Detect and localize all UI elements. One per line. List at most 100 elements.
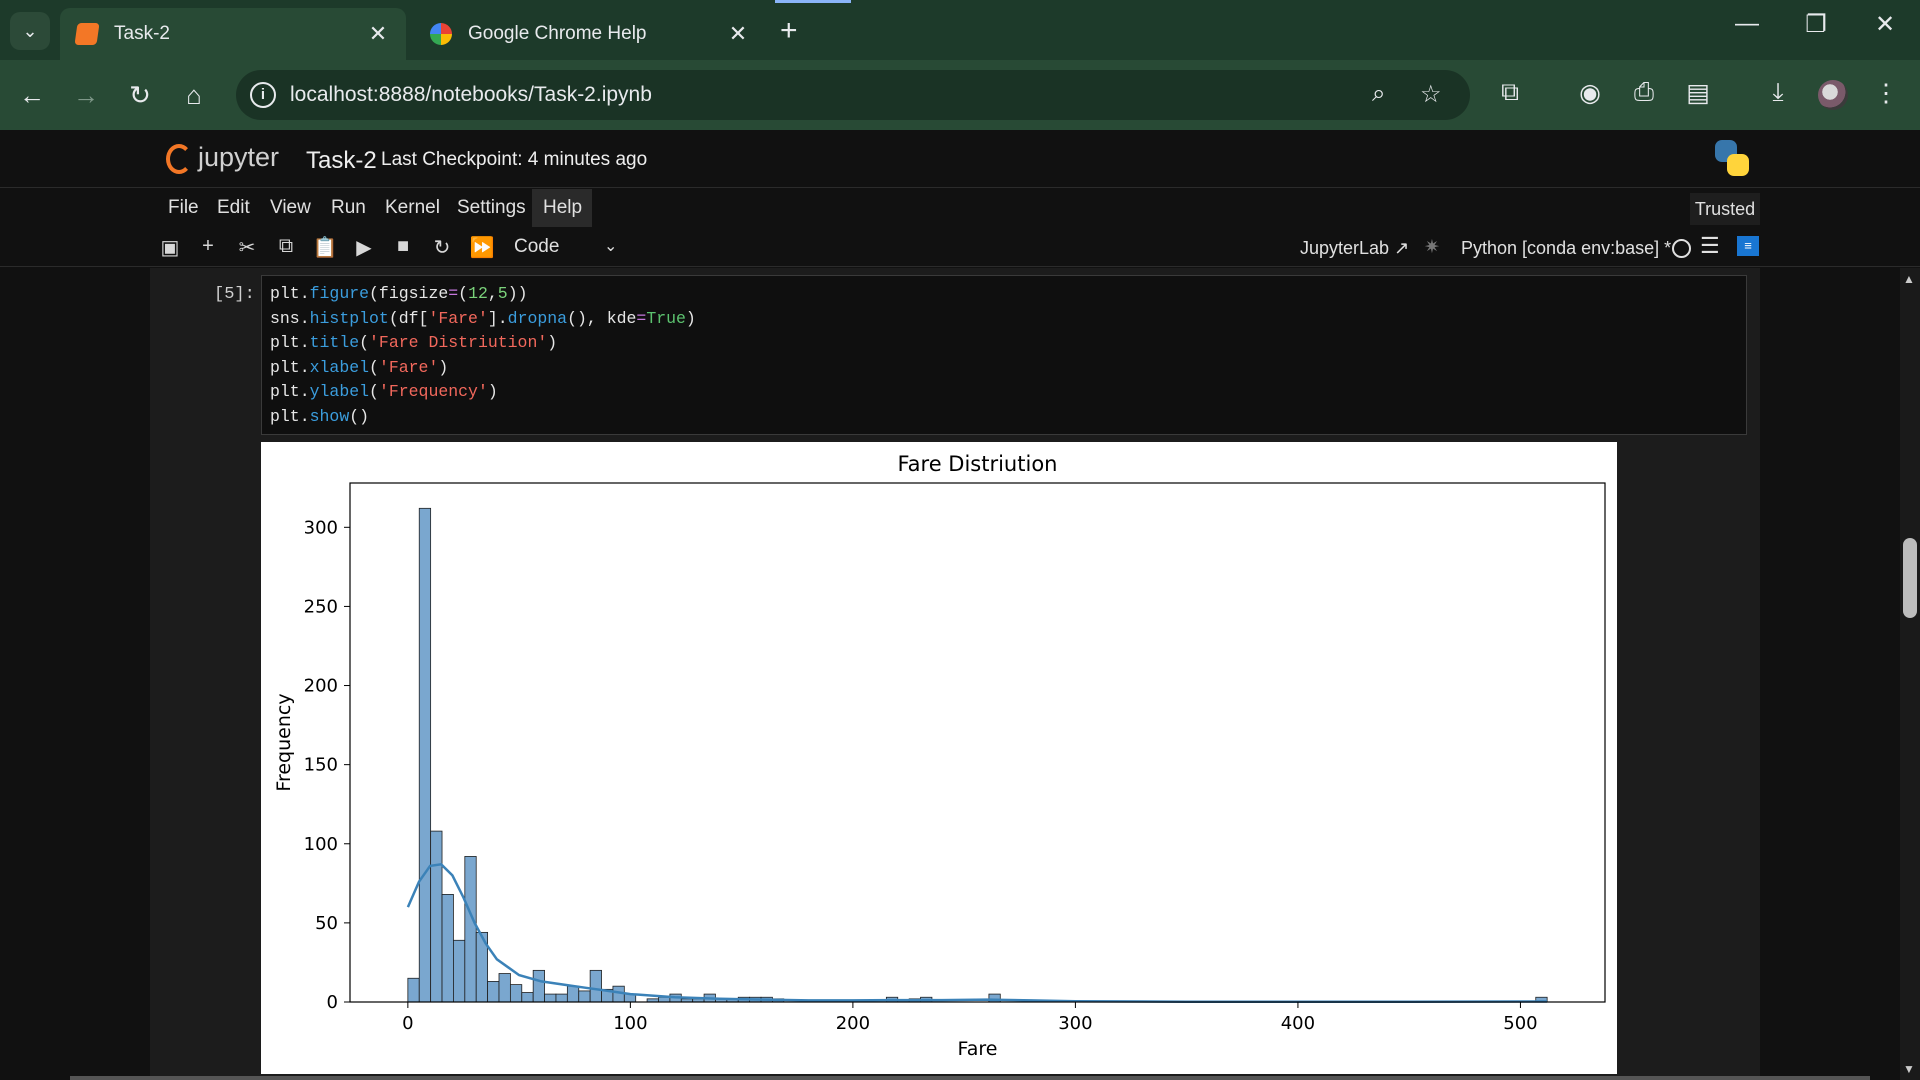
paste-icon[interactable]: 📋 [312,237,338,259]
url-text[interactable]: localhost:8888/notebooks/Task-2.ipynb [290,83,652,106]
notebook-icon [74,23,100,45]
scroll-down-icon[interactable]: ▼ [1903,1062,1915,1076]
jupyter-logo-text[interactable]: jupyter [198,142,280,172]
kernel-name[interactable]: Python [conda env:base] * [1461,238,1672,258]
minimize-icon[interactable]: — [1735,10,1759,37]
histogram-bar [532,969,545,1003]
scroll-up-icon[interactable]: ▲ [1903,272,1915,286]
histogram-bar [509,984,523,1003]
restart-icon[interactable]: ↻ [433,237,451,259]
reading-mode-icon[interactable]: ▤ [1686,79,1710,107]
x-tick-label: 500 [1503,1013,1537,1034]
close-icon[interactable]: ✕ [368,21,388,46]
menu-run[interactable]: Run [331,197,366,218]
save-icon[interactable]: ▣ [160,237,180,259]
forward-icon[interactable]: → [73,80,99,110]
address-bar[interactable]: i localhost:8888/notebooks/Task-2.ipynb … [236,70,1470,120]
menu-kebab-icon[interactable]: ⋮ [1873,79,1899,107]
y-tick-label: 150 [304,755,338,776]
code-line[interactable]: plt.xlabel('Fare') [270,357,449,377]
tab-task-2[interactable]: Task-2 ✕ [60,8,406,60]
histogram-bar [578,990,591,1003]
stop-icon[interactable]: ■ [396,235,410,257]
tab-chrome-help[interactable]: Google Chrome Help ✕ [414,8,766,60]
external-link-icon: ↗ [1394,238,1410,258]
x-tick-label: 400 [1281,1013,1315,1034]
download-icon[interactable]: ⤓ [1772,78,1784,106]
back-icon[interactable]: ← [19,80,45,110]
checkpoint-status: Last Checkpoint: 4 minutes ago [381,149,648,170]
histogram-bar [555,993,568,1003]
menu-help[interactable]: Help [543,197,583,218]
plot-frame [349,482,1606,1003]
code-line[interactable]: plt.figure(figsize=(12,5)) [270,284,528,303]
print-icon[interactable]: ⎙ [1633,78,1654,106]
y-axis-label: Frequency [273,693,295,791]
y-tick-label: 200 [304,676,338,697]
jupyterlab-link[interactable]: JupyterLab ↗ [1300,238,1409,259]
cell-type-select[interactable]: Code [514,236,560,257]
chevron-down-icon: ⌄ [22,20,38,41]
code-line[interactable]: plt.show() [270,406,370,426]
add-cell-icon[interactable]: + [202,235,214,257]
notebook-name[interactable]: Task-2 [306,147,377,174]
trusted-badge[interactable]: Trusted [1690,193,1760,225]
chevron-down-icon[interactable]: ⌄ [604,238,618,255]
code-line[interactable]: plt.title('Fare Distriution') [270,333,558,353]
bookmark-star-icon[interactable]: ☆ [1420,81,1442,108]
menu-view[interactable]: View [270,197,311,218]
histogram-bar [441,894,454,1003]
tab-indicator [775,0,851,3]
jupyter-header: jupyter Task-2 Last Checkpoint: 4 minute… [0,130,1920,188]
menu-help-highlight [532,189,592,227]
histogram-bar [487,981,500,1003]
new-tab-button[interactable]: + [780,14,798,47]
y-tick-label: 50 [315,913,338,934]
x-axis-label: Fare [958,1038,998,1060]
chart-title: Fare Distriution [898,452,1058,476]
copy-icon[interactable]: ⧉ [278,235,294,257]
tab-title: Google Chrome Help [468,23,647,44]
cut-icon[interactable]: ✂ [238,237,256,259]
code-line[interactable]: plt.ylabel('Frequency') [270,382,498,402]
restore-icon[interactable]: ❐ [1805,11,1827,38]
window-close-icon[interactable]: ✕ [1874,11,1896,38]
property-inspector-icon[interactable]: ≡ [1737,236,1759,256]
x-tick-label: 200 [836,1013,870,1034]
histogram-bar [418,507,432,1003]
histogram-bar [589,969,602,1003]
profile-avatar[interactable] [1818,80,1848,110]
site-info-icon[interactable]: i [250,82,276,108]
extensions-icon[interactable]: ⧉ [1501,78,1519,106]
menu-edit[interactable]: Edit [217,197,250,218]
python-logo-icon [1715,140,1749,176]
code-editor[interactable]: plt.figure(figsize=(12,5)) sns.histplot(… [261,275,1747,435]
jupyterlab-link-label[interactable]: JupyterLab [1300,238,1390,258]
close-icon[interactable]: ✕ [728,21,748,46]
histogram-bar [566,985,580,1003]
zoom-icon[interactable]: ⌕ [1372,80,1386,107]
kde-line [406,862,1548,1004]
run-icon[interactable]: ▶ [356,237,372,259]
vertical-scrollbar[interactable]: ▲ ▼ [1900,268,1920,1080]
code-line[interactable]: sns.histplot(df['Fare'].dropna(), kde=Tr… [270,308,696,328]
scrollbar-thumb[interactable] [1903,538,1917,618]
browser-toolbar: ← → ↻ ⌂ i localhost:8888/notebooks/Task-… [0,60,1920,130]
tab-search-button[interactable]: ⌄ [10,12,50,50]
fast-forward-icon[interactable]: ⏩ [469,237,495,259]
notebook-area: [5]: plt.figure(figsize=(12,5)) sns.hist… [0,268,1920,1080]
histogram-bar [430,830,443,1003]
histogram-bar [407,977,420,1003]
histogram-bar [544,993,557,1003]
menu-settings[interactable]: Settings [457,197,526,218]
menu-kernel[interactable]: Kernel [385,197,440,218]
home-icon[interactable]: ⌂ [186,80,202,110]
jupyter-logo-icon[interactable] [166,144,192,174]
y-tick-label: 300 [304,517,338,538]
screenshot-icon[interactable]: ◉ [1579,79,1601,107]
horizontal-scrollbar[interactable] [70,1076,1870,1080]
histogram-bar [498,973,511,1003]
reload-icon[interactable]: ↻ [129,80,151,110]
menu-file[interactable]: File [168,197,199,218]
toc-icon[interactable]: ☰ [1700,233,1720,258]
